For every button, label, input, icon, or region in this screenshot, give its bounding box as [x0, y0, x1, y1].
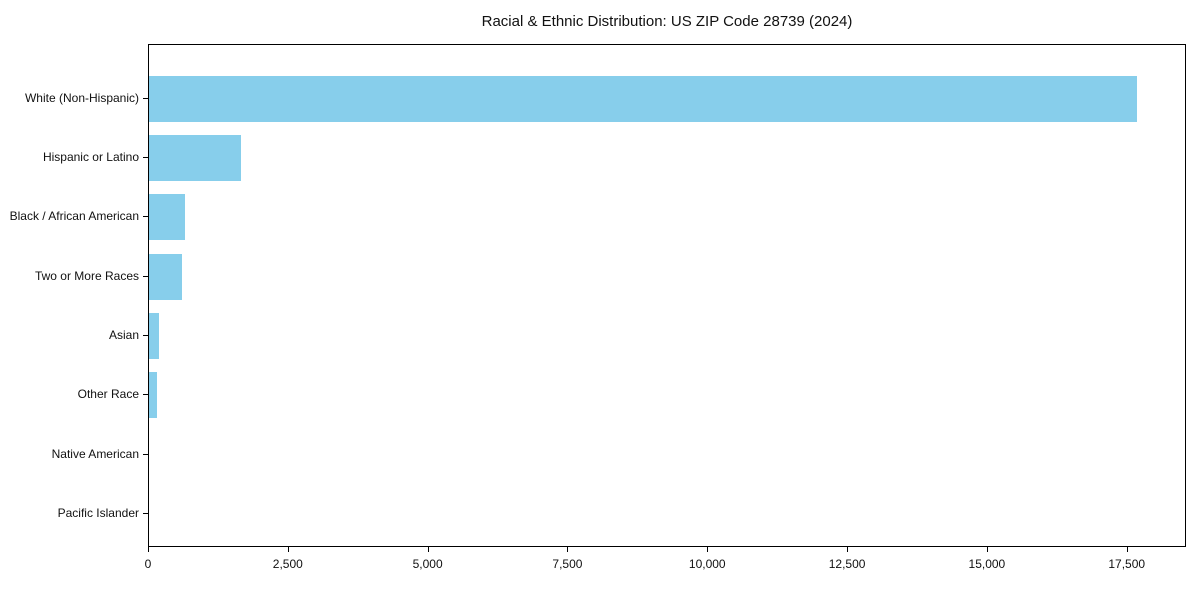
x-tick-label: 12,500: [828, 557, 866, 571]
bar: [149, 253, 182, 300]
y-tick-mark: [143, 512, 148, 514]
x-tick-label: 5,000: [412, 557, 443, 571]
x-tick-label: 17,500: [1108, 557, 1146, 571]
bar: [149, 75, 1137, 122]
y-tick-mark: [143, 97, 148, 99]
x-tick-mark: [287, 547, 289, 552]
y-tick-label: Asian: [108, 327, 139, 342]
x-tick-mark: [847, 547, 849, 552]
x-tick-mark: [1126, 547, 1128, 552]
y-tick-mark: [143, 453, 148, 455]
y-tick-mark: [143, 216, 148, 218]
bar: [149, 372, 158, 419]
x-tick-label: 10,000: [688, 557, 726, 571]
x-tick-mark: [148, 547, 149, 552]
y-tick-mark: [143, 334, 148, 336]
y-tick-label: White (Non-Hispanic): [24, 90, 139, 105]
y-tick-label: Black / African American: [9, 209, 139, 224]
bar: [149, 194, 185, 241]
x-tick-mark: [986, 547, 988, 552]
plot-area: [148, 44, 1186, 547]
y-tick-label: Other Race: [77, 387, 139, 402]
x-tick-label: 2,500: [272, 557, 303, 571]
y-tick-label: Native American: [51, 446, 139, 461]
x-tick-mark: [707, 547, 709, 552]
x-tick-label: 15,000: [968, 557, 1006, 571]
bar: [149, 312, 159, 359]
bar: [149, 134, 241, 181]
x-tick-mark: [567, 547, 569, 552]
y-tick-label: Two or More Races: [34, 268, 139, 283]
y-tick-mark: [143, 275, 148, 277]
x-tick-label: 0: [144, 557, 152, 571]
chart-title: Racial & Ethnic Distribution: US ZIP Cod…: [481, 13, 853, 30]
x-tick-mark: [427, 547, 429, 552]
y-tick-mark: [143, 394, 148, 396]
y-tick-label: Pacific Islander: [57, 505, 139, 520]
x-tick-label: 7,500: [552, 557, 583, 571]
y-tick-label: Hispanic or Latino: [42, 149, 139, 164]
y-tick-mark: [143, 156, 148, 158]
